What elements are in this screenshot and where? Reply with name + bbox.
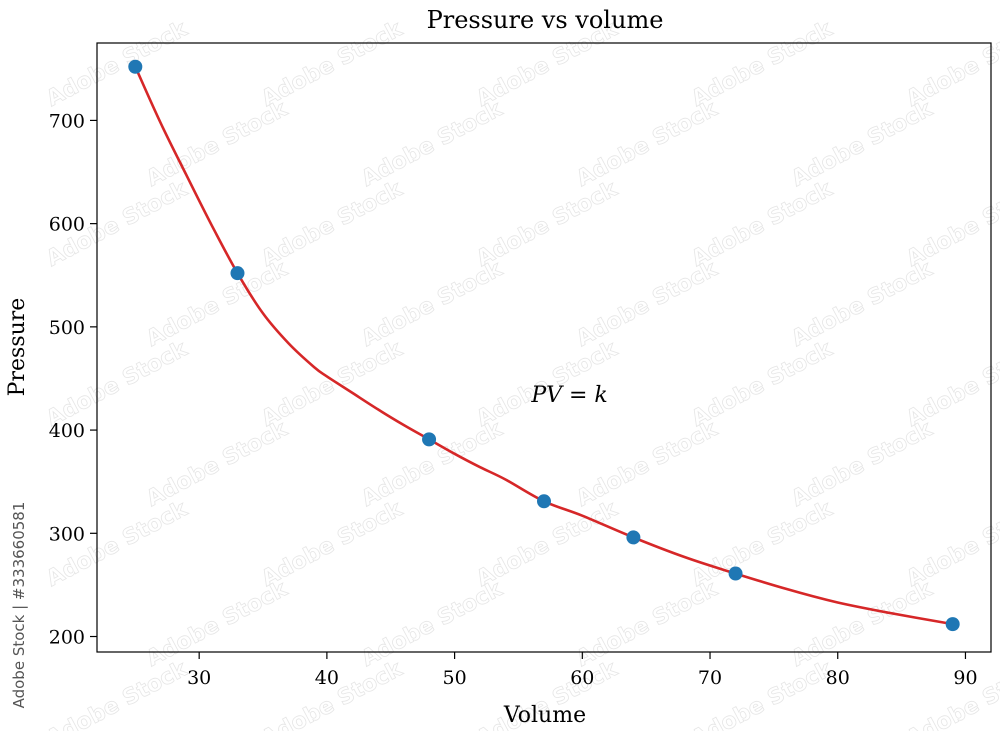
x-tick-label: 30 <box>187 667 211 689</box>
data-point <box>728 566 743 581</box>
y-tick-label: 700 <box>49 110 85 132</box>
y-axis: 200 300 400 500 600 700 <box>49 110 97 649</box>
x-tick-label: 90 <box>953 667 977 689</box>
data-points <box>128 59 960 632</box>
data-point <box>128 59 143 74</box>
data-point <box>945 617 960 632</box>
x-tick-label: 70 <box>698 667 722 689</box>
y-tick-label: 400 <box>49 420 85 442</box>
watermark-side-text: Adobe Stock | #333660581 <box>10 502 28 709</box>
data-point <box>626 530 641 545</box>
x-axis: 30 40 50 60 70 80 90 <box>187 652 978 689</box>
data-point <box>230 266 245 281</box>
chart-title: Pressure vs volume <box>427 6 664 34</box>
data-point <box>537 494 551 509</box>
data-point <box>422 432 437 447</box>
y-axis-label: Pressure <box>5 298 30 397</box>
annotation-pv-k: PV = k <box>530 383 607 408</box>
x-tick-label: 50 <box>443 667 467 689</box>
x-axis-label: Volume <box>503 703 586 728</box>
y-tick-label: 300 <box>49 523 85 545</box>
plot-frame <box>96 42 992 653</box>
y-tick-label: 600 <box>49 214 85 236</box>
y-tick-label: 200 <box>49 627 85 649</box>
y-tick-label: 500 <box>49 317 85 339</box>
x-tick-label: 80 <box>826 667 850 689</box>
x-tick-label: 60 <box>570 667 594 689</box>
x-tick-label: 40 <box>315 667 339 689</box>
